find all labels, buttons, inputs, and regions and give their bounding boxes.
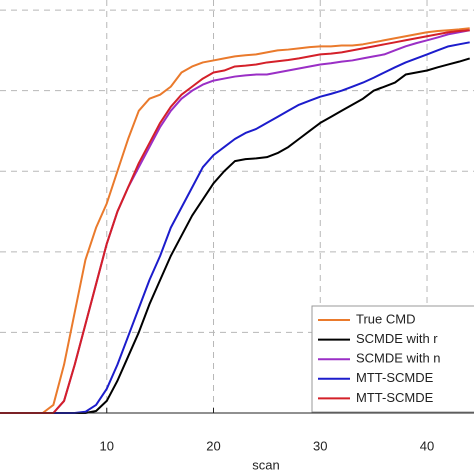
legend-label: SCMDE with r: [356, 331, 438, 346]
x-ticks: 10 20 30 40: [100, 408, 434, 453]
series-line: [0, 27, 470, 414]
series-line: [0, 29, 470, 414]
x-tick-label: 20: [206, 438, 220, 453]
x-tick-label: 10: [100, 438, 114, 453]
x-tick-label: 40: [420, 438, 434, 453]
legend-label: SCMDE with n: [356, 351, 441, 366]
x-axis-label: scan: [252, 457, 279, 472]
legend-label: MTT-SCMDE: [356, 370, 434, 385]
legend-label: MTT-SCMDE: [356, 390, 434, 405]
x-tick-label: 30: [313, 438, 327, 453]
legend: True CMD SCMDE with r SCMDE with n MTT-SCMD…: [311, 305, 474, 413]
legend-label: True CMD: [356, 311, 415, 326]
